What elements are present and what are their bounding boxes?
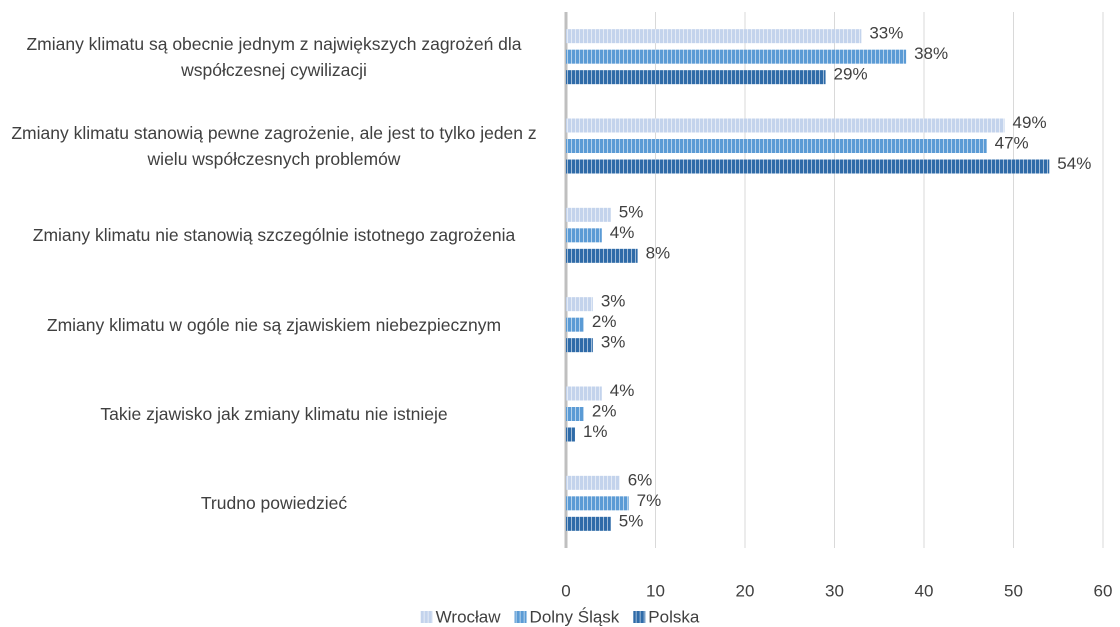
x-tick-label: 60 bbox=[1094, 581, 1113, 600]
x-tick-label: 30 bbox=[825, 581, 844, 600]
data-label: 2% bbox=[592, 401, 617, 420]
bar bbox=[566, 516, 611, 531]
bar bbox=[566, 297, 593, 312]
data-label: 4% bbox=[610, 223, 635, 242]
bar bbox=[566, 427, 575, 442]
bar bbox=[566, 70, 826, 85]
data-label: 7% bbox=[637, 491, 662, 510]
bar bbox=[566, 29, 862, 44]
x-tick-label: 20 bbox=[736, 581, 755, 600]
bar bbox=[566, 207, 611, 222]
x-tick-label: 40 bbox=[915, 581, 934, 600]
bar bbox=[566, 248, 638, 263]
legend-label: Polska bbox=[648, 607, 700, 626]
category-label: Zmiany klimatu stanowią pewne zagrożenie… bbox=[11, 123, 537, 169]
category-label: Zmiany klimatu w ogóle nie są zjawiskiem… bbox=[46, 314, 502, 335]
legend: Wrocław Dolny Śląsk Polska bbox=[420, 607, 700, 626]
bar bbox=[566, 159, 1050, 174]
category-label: Trudno powiedzieć bbox=[200, 493, 348, 514]
x-tick-label: 50 bbox=[1004, 581, 1023, 600]
data-label: 38% bbox=[914, 44, 948, 63]
legend-swatch bbox=[633, 611, 646, 623]
bar bbox=[566, 118, 1005, 133]
data-label: 47% bbox=[995, 133, 1029, 152]
data-label: 33% bbox=[869, 24, 903, 43]
data-label: 8% bbox=[646, 243, 671, 262]
bar bbox=[566, 317, 584, 332]
bar bbox=[566, 407, 584, 421]
category-label: Zmiany klimatu są obecnie jednym z najwi… bbox=[26, 33, 522, 80]
data-label: 49% bbox=[1013, 113, 1047, 132]
legend-swatch bbox=[514, 611, 527, 623]
data-label: 1% bbox=[583, 422, 608, 441]
data-label: 5% bbox=[619, 202, 644, 221]
category-label: Takie zjawisko jak zmiany klimatu nie is… bbox=[100, 404, 448, 424]
bar bbox=[566, 139, 987, 153]
legend-label: Wrocław bbox=[436, 607, 502, 626]
bar bbox=[566, 386, 602, 401]
category-label: Zmiany klimatu nie stanowią szczególnie … bbox=[32, 225, 516, 246]
bar bbox=[566, 338, 593, 353]
data-label: 5% bbox=[619, 511, 644, 530]
data-label: 6% bbox=[628, 470, 653, 489]
data-label: 3% bbox=[601, 333, 626, 352]
bar bbox=[566, 496, 629, 511]
legend-swatch bbox=[420, 611, 433, 623]
data-label: 54% bbox=[1057, 154, 1091, 173]
x-tick-label: 0 bbox=[561, 581, 570, 600]
bar bbox=[566, 49, 907, 64]
bar bbox=[566, 228, 602, 243]
data-label: 3% bbox=[601, 292, 626, 311]
x-tick-label: 10 bbox=[646, 581, 665, 600]
data-label: 2% bbox=[592, 312, 617, 331]
data-label: 4% bbox=[610, 381, 635, 400]
bar bbox=[566, 475, 620, 490]
data-label: 29% bbox=[834, 65, 868, 84]
legend-label: Dolny Śląsk bbox=[530, 607, 620, 626]
